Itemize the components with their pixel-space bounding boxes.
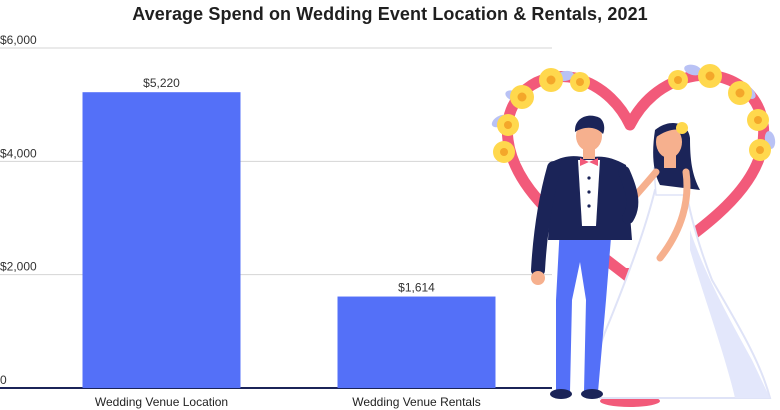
groom-hair [574,115,605,134]
groom-arm-left [531,161,561,277]
bride-hair-flower [676,122,688,134]
wedding-illustration [491,64,776,407]
chart-title: Average Spend on Wedding Event Location … [132,4,648,24]
bride-dress-shade [690,230,770,398]
groom-hand-left [531,271,545,285]
x-tick-labels: Wedding Venue Location Wedding Venue Rent… [95,395,481,409]
flower-cluster-left [491,68,590,163]
flower-cluster-right [668,64,776,161]
bars [82,92,496,388]
y-tick-label: $2,000 [0,260,37,274]
groom-shoe-right [581,389,603,399]
x-tick-label: Wedding Venue Location [95,395,228,409]
heart-arch [501,69,770,284]
y-tick-label: 0 [0,373,7,387]
bride-arm [656,168,691,262]
bride-face [656,126,682,158]
y-tick-label: $6,000 [0,33,37,47]
y-tick-label: $4,000 [0,146,37,160]
data-label: $5,220 [143,76,180,90]
groom-arm-right [618,166,639,224]
data-labels: $5,220 $1,614 [143,76,435,294]
data-label: $1,614 [398,281,435,295]
groom-shoe-left [550,389,572,399]
groom-pants [556,225,612,392]
bar [82,92,241,388]
bar [337,296,496,388]
groom-bowtie [580,158,598,166]
x-tick-label: Wedding Venue Rentals [352,395,481,409]
y-tick-labels: 0 $2,000 $4,000 $6,000 [0,33,37,387]
